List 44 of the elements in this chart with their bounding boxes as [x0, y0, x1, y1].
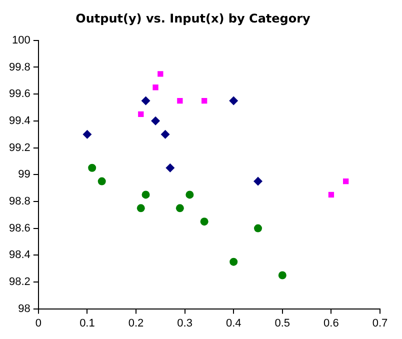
y-tick-label: 99.4 — [8, 114, 30, 127]
point — [254, 176, 263, 186]
y-tick-label: 98.2 — [8, 276, 30, 288]
y-tick-label: 99.6 — [8, 88, 30, 100]
x-tick-label: 0.4 — [226, 317, 242, 330]
chart-title: Output(y) vs. Input(x) by Category — [76, 11, 311, 26]
y-tick-label: 99 — [18, 168, 30, 181]
point — [278, 271, 286, 280]
point — [230, 258, 238, 266]
point — [160, 130, 170, 139]
y-tick-label: 99.8 — [8, 61, 30, 74]
point — [136, 204, 145, 212]
point — [98, 177, 106, 186]
point — [141, 96, 150, 106]
point — [82, 130, 92, 139]
point — [177, 98, 183, 104]
point — [151, 116, 160, 126]
point — [138, 111, 144, 118]
point — [142, 190, 150, 199]
x-tick-label: 0.5 — [274, 317, 290, 330]
point — [186, 190, 194, 199]
y-tick-label: 98.6 — [8, 222, 30, 234]
point — [201, 98, 208, 104]
point — [158, 71, 164, 77]
x-tick-label: 0.6 — [324, 317, 339, 330]
x-tick-label: 0.3 — [177, 317, 192, 330]
point — [200, 218, 208, 226]
point — [328, 192, 334, 198]
point — [88, 164, 96, 172]
y-tick-label: 100 — [12, 34, 30, 46]
point — [343, 178, 349, 184]
x-tick-label: 0.7 — [372, 317, 388, 330]
point — [166, 163, 175, 172]
x-tick-label: 0.1 — [80, 317, 95, 330]
point — [229, 96, 238, 106]
point — [176, 204, 184, 212]
point — [254, 224, 262, 232]
x-tick-label: 0 — [35, 317, 42, 330]
x-tick-label: 0.2 — [128, 317, 144, 330]
y-tick-label: 98.4 — [8, 249, 30, 262]
point — [152, 84, 158, 90]
y-tick-label: 98.8 — [8, 195, 30, 208]
y-tick-label: 98 — [18, 302, 30, 315]
y-tick-label: 99.2 — [8, 142, 30, 154]
